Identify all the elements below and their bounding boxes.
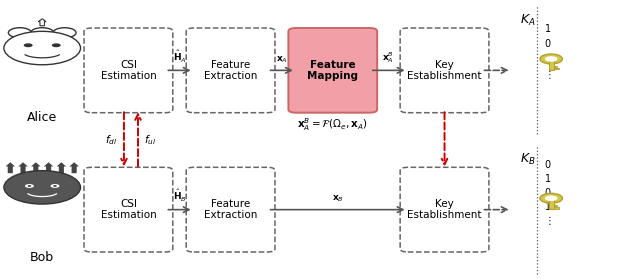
Text: $f_{dl}$: $f_{dl}$ — [106, 133, 118, 147]
Text: 1: 1 — [545, 24, 551, 34]
Text: $\hat{\mathbf{H}}_A$: $\hat{\mathbf{H}}_A$ — [173, 49, 186, 65]
Text: ⋮: ⋮ — [545, 69, 554, 80]
Circle shape — [53, 185, 57, 187]
Text: $K_B$: $K_B$ — [520, 152, 536, 167]
Circle shape — [25, 184, 34, 188]
FancyArrow shape — [38, 19, 46, 26]
Text: $\mathbf{x}_A^B$: $\mathbf{x}_A^B$ — [382, 50, 394, 65]
Bar — [554, 205, 557, 206]
Circle shape — [4, 171, 81, 204]
Text: 1: 1 — [545, 54, 551, 64]
FancyBboxPatch shape — [289, 28, 377, 113]
FancyBboxPatch shape — [400, 28, 489, 113]
Circle shape — [545, 56, 557, 62]
Circle shape — [545, 195, 557, 201]
Bar — [554, 68, 559, 69]
Text: Feature
Extraction: Feature Extraction — [204, 199, 257, 220]
Circle shape — [53, 28, 76, 38]
Bar — [554, 66, 557, 67]
Bar — [554, 207, 559, 209]
Circle shape — [540, 54, 563, 64]
FancyBboxPatch shape — [84, 167, 173, 252]
Circle shape — [51, 184, 60, 188]
FancyArrow shape — [69, 162, 79, 173]
FancyBboxPatch shape — [400, 167, 489, 252]
Text: $\mathbf{x}_A$: $\mathbf{x}_A$ — [276, 54, 287, 65]
Text: CSI
Estimation: CSI Estimation — [100, 60, 156, 81]
Circle shape — [31, 28, 54, 38]
Circle shape — [8, 28, 31, 38]
FancyBboxPatch shape — [186, 167, 275, 252]
Text: $K_A$: $K_A$ — [520, 13, 535, 28]
Text: 0: 0 — [545, 188, 551, 198]
Text: Feature
Extraction: Feature Extraction — [204, 60, 257, 81]
FancyBboxPatch shape — [186, 28, 275, 113]
Text: CSI
Estimation: CSI Estimation — [100, 199, 156, 220]
Text: Feature
Mapping: Feature Mapping — [307, 60, 358, 81]
FancyArrow shape — [6, 162, 15, 173]
Text: $\mathbf{x}_A^B = \mathcal{F}(\Omega_e, \mathbf{x}_A)$: $\mathbf{x}_A^B = \mathcal{F}(\Omega_e, … — [298, 116, 368, 133]
Text: 0: 0 — [545, 39, 551, 49]
Circle shape — [52, 43, 61, 47]
Circle shape — [540, 193, 563, 203]
FancyArrow shape — [19, 162, 28, 173]
Text: Key
Establishment: Key Establishment — [407, 60, 482, 81]
Text: Alice: Alice — [27, 111, 58, 124]
Text: $\mathbf{x}_B$: $\mathbf{x}_B$ — [332, 193, 344, 204]
Text: Bob: Bob — [30, 251, 54, 263]
Circle shape — [28, 185, 31, 187]
Text: 0: 0 — [545, 160, 551, 170]
Text: 1: 1 — [545, 202, 551, 212]
Circle shape — [4, 31, 81, 65]
FancyArrow shape — [44, 162, 53, 173]
Text: Key
Establishment: Key Establishment — [407, 199, 482, 220]
Text: 1: 1 — [545, 174, 551, 184]
FancyArrow shape — [31, 162, 40, 173]
FancyArrow shape — [56, 162, 66, 173]
FancyBboxPatch shape — [84, 28, 173, 113]
Bar — [548, 59, 554, 70]
Circle shape — [24, 43, 33, 47]
Text: $f_{ul}$: $f_{ul}$ — [145, 133, 157, 147]
Text: ⋮: ⋮ — [545, 216, 554, 226]
Bar — [548, 198, 554, 209]
Text: $\hat{\mathbf{H}}_B$: $\hat{\mathbf{H}}_B$ — [173, 188, 186, 204]
